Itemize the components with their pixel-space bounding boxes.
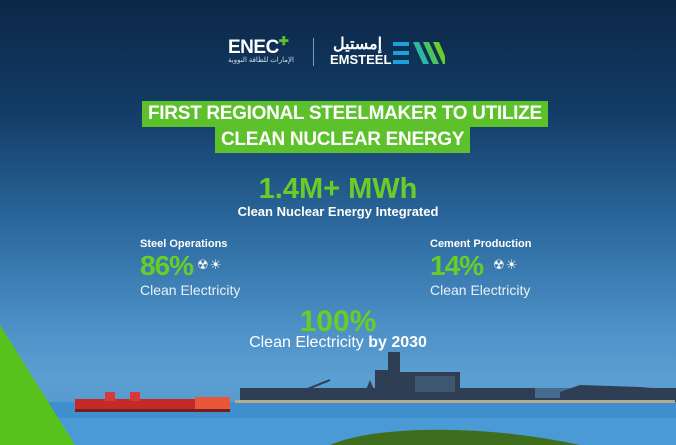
headline-line-2: CLEAN NUCLEAR ENERGY bbox=[215, 127, 471, 153]
nuclear-solar-icon: ☢☀ bbox=[197, 257, 223, 272]
cement-title: Cement Production bbox=[430, 238, 532, 250]
steel-value: 86% bbox=[140, 250, 194, 281]
target-value: 100% bbox=[299, 305, 377, 338]
target-year: by 2030 bbox=[368, 334, 427, 351]
enec-logo: ENEC✚ bbox=[228, 34, 289, 58]
mangrove-trees bbox=[330, 429, 580, 445]
cement-value: 14% bbox=[430, 250, 484, 281]
emsteel-logo: EMSTEEL bbox=[330, 52, 392, 67]
red-ship bbox=[75, 392, 230, 412]
target-label-text: Clean Electricity bbox=[249, 334, 364, 351]
steel-label: Clean Electricity bbox=[140, 282, 241, 298]
main-stat-value: 1.4M+ MWh bbox=[258, 173, 418, 205]
steel-operations-stat: Steel Operations 86% ☢☀ Clean Electricity bbox=[140, 238, 240, 298]
enec-arabic-text: الإمارات للطاقة النووية bbox=[228, 57, 294, 64]
headline-line-1: FIRST REGIONAL STEELMAKER TO UTILIZE bbox=[142, 101, 548, 127]
emsteel-arabic-text: إمستيل bbox=[333, 36, 383, 53]
steel-title: Steel Operations bbox=[140, 238, 228, 250]
cement-label: Clean Electricity bbox=[430, 282, 531, 298]
cement-production-stat: Cement Production 14% ☢☀ Clean Electricit… bbox=[430, 238, 531, 298]
target-label: Clean Electricity by 2030 bbox=[0, 334, 676, 352]
nuclear-solar-icon: ☢☀ bbox=[493, 257, 519, 272]
logo-divider bbox=[313, 38, 314, 66]
main-stat-label: Clean Nuclear Energy Integrated bbox=[237, 204, 439, 219]
emsteel-mark-icon bbox=[393, 42, 445, 64]
